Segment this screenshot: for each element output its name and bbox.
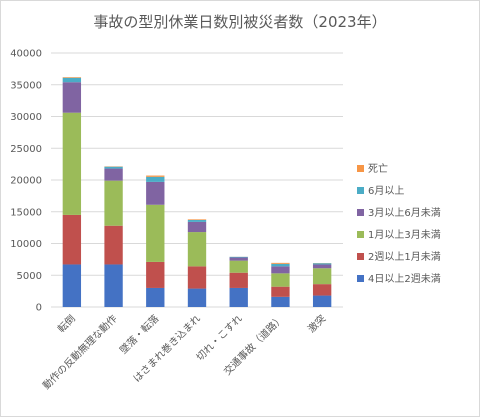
bar-segment	[229, 272, 248, 288]
y-tick-label: 15000	[10, 207, 42, 218]
legend-swatch	[357, 209, 364, 216]
bar-segment	[229, 257, 248, 261]
x-category-label: はさまれ巻き込まれ	[131, 313, 203, 385]
bar-segment	[312, 268, 332, 285]
bar-segment	[312, 263, 332, 265]
bar-segment	[62, 112, 82, 215]
legend-label: 4日以上2週未満	[368, 273, 441, 285]
y-tick-label: 10000	[10, 239, 42, 250]
legend-label: 1月以上3月未満	[368, 229, 441, 241]
bar-segment	[62, 77, 82, 83]
legend-label: 2週以上1月未満	[368, 251, 441, 263]
bar-segment	[312, 264, 332, 269]
bar-segment	[146, 261, 165, 288]
y-tick-label: 25000	[10, 144, 42, 155]
bar-segment	[146, 176, 165, 182]
bars	[62, 77, 332, 307]
legend-swatch	[357, 275, 364, 282]
bar-segment	[146, 204, 165, 262]
bar-segment	[62, 77, 82, 78]
legend-swatch	[357, 231, 364, 238]
x-category-label: 転倒	[55, 313, 78, 336]
bar-segment	[229, 260, 248, 273]
bar-segment	[104, 180, 123, 226]
bar-segment	[104, 225, 123, 265]
bar-segment	[104, 168, 123, 181]
bar-segment	[62, 264, 82, 307]
chart-title: 事故の型別休業日数別被災者数（2023年）	[93, 13, 386, 31]
bar-segment	[271, 263, 290, 267]
y-tick-label: 5000	[17, 271, 42, 282]
x-axis-categories: 転倒動作の反動無理な動作墜落・転落はさまれ巻き込まれ切れ・こすれ交通事故（道路）…	[40, 312, 328, 392]
bar-segment	[187, 220, 207, 222]
y-tick-label: 35000	[10, 80, 42, 91]
bar-segment	[229, 256, 248, 258]
bar-segment	[104, 264, 123, 307]
bar-segment	[187, 221, 207, 233]
y-tick-label: 40000	[10, 49, 42, 60]
y-tick-label: 20000	[10, 176, 42, 187]
bar-segment	[62, 214, 82, 265]
y-axis-ticks: 0 5000 10000 15000 20000 25000 30000 35000 40000	[10, 49, 42, 314]
bar-segment	[312, 284, 332, 296]
legend-swatch	[357, 187, 364, 194]
y-tick-label: 0	[36, 303, 42, 314]
bar-segment	[271, 266, 290, 274]
legend-label: 死亡	[368, 162, 388, 175]
bar-segment	[271, 273, 290, 287]
bar-segment	[187, 219, 207, 221]
bar-segment	[62, 82, 82, 113]
bar-segment	[146, 175, 165, 177]
legend-label: 3月以上6月未満	[368, 207, 441, 219]
bar-segment	[229, 287, 248, 307]
bar-segment	[104, 166, 123, 169]
x-category-label: 動作の反動無理な動作	[40, 312, 120, 392]
bar-segment	[271, 262, 290, 264]
bar-segment	[271, 296, 290, 307]
legend-swatch	[357, 253, 364, 260]
bar-segment	[146, 287, 165, 307]
bar-segment	[187, 288, 207, 307]
legend-label: 6月以上	[368, 185, 404, 197]
bar-segment	[312, 295, 332, 307]
bar-segment	[146, 181, 165, 205]
legend: 死亡 6月以上 3月以上6月未満 1月以上3月未満 2週以上1月未満 4日以上2週未満	[357, 162, 441, 285]
bar-segment	[187, 232, 207, 267]
bar-segment	[187, 266, 207, 289]
bar-segment	[271, 286, 290, 297]
gridlines	[51, 52, 343, 308]
x-category-label: 激突	[305, 312, 328, 335]
y-tick-label: 30000	[10, 112, 42, 123]
x-category-label: 墜落・転落	[117, 312, 162, 357]
legend-swatch	[357, 165, 364, 172]
